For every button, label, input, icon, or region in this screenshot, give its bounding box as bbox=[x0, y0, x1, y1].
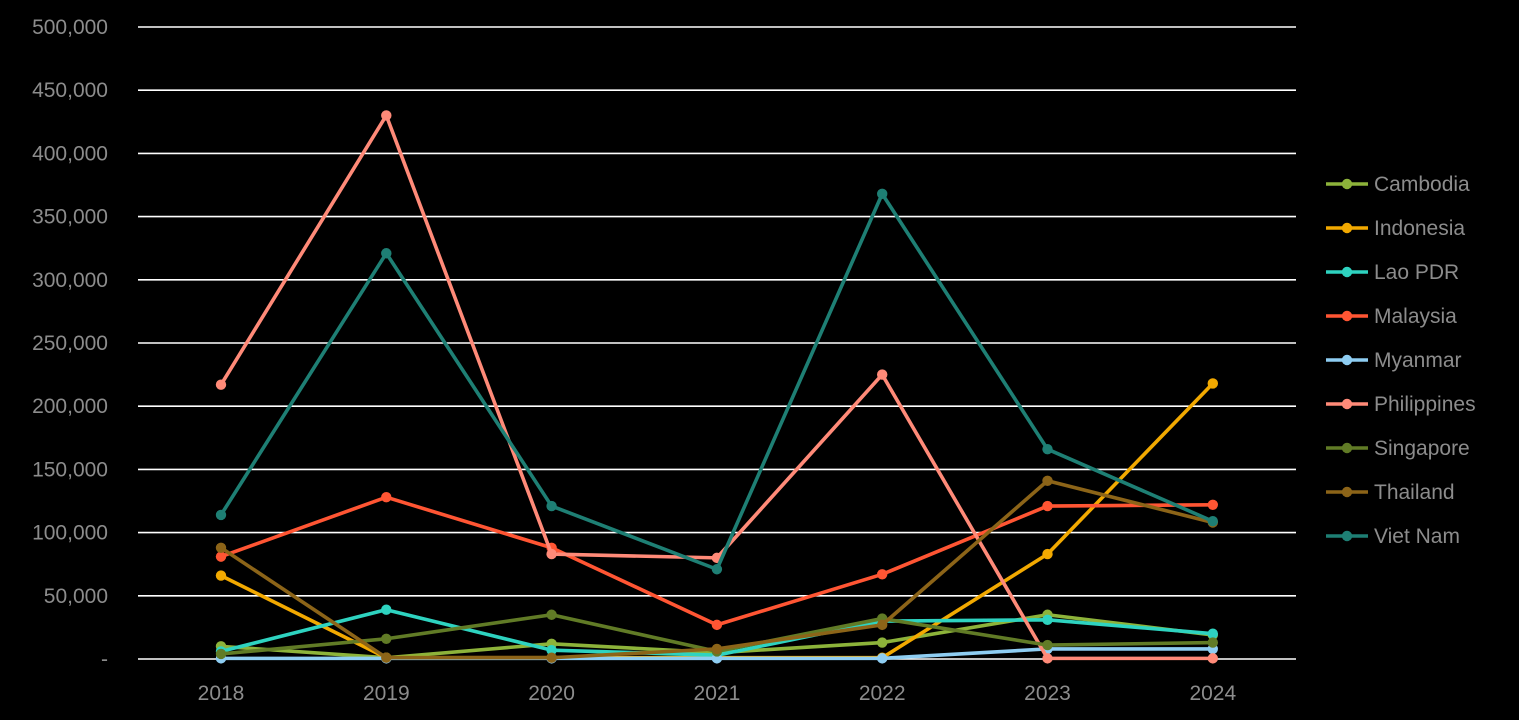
legend-swatch-marker bbox=[1341, 486, 1353, 498]
data-point-lao-pdr bbox=[381, 604, 392, 615]
legend-item-viet-nam: Viet Nam bbox=[1326, 525, 1460, 548]
data-point-lao-pdr bbox=[1207, 628, 1219, 639]
x-tick-label: 2020 bbox=[528, 682, 575, 705]
series-lines bbox=[215, 110, 1219, 664]
y-tick-label: 200,000 bbox=[32, 395, 108, 418]
legend-swatch-marker bbox=[1341, 354, 1353, 366]
x-axis-tick-labels: 2018 2019 2020 2021 2022 2023 2024 bbox=[198, 682, 1237, 705]
legend-label: Lao PDR bbox=[1374, 261, 1459, 284]
data-point-thailand bbox=[1042, 475, 1053, 486]
legend-swatch-marker bbox=[1341, 310, 1353, 322]
data-point-viet-nam bbox=[215, 509, 227, 521]
data-point-viet-nam bbox=[1042, 443, 1053, 455]
series-viet-nam bbox=[215, 188, 1219, 575]
y-tick-label: 350,000 bbox=[32, 206, 108, 229]
legend-swatch-marker bbox=[1341, 266, 1353, 278]
data-point-singapore bbox=[1042, 639, 1053, 651]
legend-label: Philippines bbox=[1374, 393, 1476, 416]
y-tick-label: 450,000 bbox=[32, 79, 108, 102]
series-malaysia bbox=[215, 492, 1219, 631]
legend-swatch-marker bbox=[1341, 530, 1353, 542]
legend-label: Malaysia bbox=[1374, 305, 1457, 328]
legend-swatch-marker bbox=[1341, 178, 1353, 190]
y-tick-label: 400,000 bbox=[32, 142, 108, 165]
legend-item-singapore: Singapore bbox=[1326, 437, 1470, 460]
data-point-singapore bbox=[381, 633, 392, 644]
y-tick-label: 100,000 bbox=[32, 522, 108, 545]
y-tick-label: 150,000 bbox=[32, 458, 108, 481]
legend-item-malaysia: Malaysia bbox=[1326, 305, 1457, 328]
data-point-viet-nam bbox=[711, 564, 723, 575]
legend-swatch-marker bbox=[1341, 222, 1353, 234]
legend-item-indonesia: Indonesia bbox=[1326, 217, 1465, 240]
data-point-philippines bbox=[381, 110, 392, 121]
x-tick-label: 2022 bbox=[859, 682, 906, 705]
data-point-lao-pdr bbox=[1042, 614, 1053, 626]
y-tick-label: - bbox=[101, 648, 108, 671]
data-point-philippines bbox=[1207, 653, 1219, 664]
series-line-philippines bbox=[219, 113, 1215, 661]
legend-label: Indonesia bbox=[1374, 217, 1465, 240]
series-philippines bbox=[215, 110, 1219, 664]
data-point-singapore bbox=[1207, 637, 1219, 648]
legend-item-cambodia: Cambodia bbox=[1326, 173, 1470, 196]
data-point-indonesia bbox=[1207, 378, 1219, 389]
data-point-philippines bbox=[1042, 653, 1053, 664]
legend-item-thailand: Thailand bbox=[1326, 481, 1455, 504]
legend-item-lao-pdr: Lao PDR bbox=[1326, 261, 1459, 284]
data-point-philippines bbox=[215, 379, 227, 390]
legend-swatch-marker bbox=[1341, 442, 1353, 454]
y-tick-label: 50,000 bbox=[44, 585, 108, 608]
data-point-viet-nam bbox=[381, 248, 392, 259]
y-tick-label: 250,000 bbox=[32, 332, 108, 355]
data-point-malaysia bbox=[1042, 500, 1053, 512]
data-point-myanmar bbox=[877, 653, 888, 664]
data-point-indonesia bbox=[1042, 548, 1053, 560]
data-point-lao-pdr bbox=[546, 644, 557, 656]
data-point-thailand bbox=[546, 652, 557, 663]
data-point-malaysia bbox=[711, 619, 723, 631]
data-point-malaysia bbox=[381, 492, 392, 503]
legend-swatch-marker bbox=[1341, 398, 1353, 410]
data-point-malaysia bbox=[1207, 499, 1219, 510]
data-point-viet-nam bbox=[546, 500, 557, 512]
x-tick-label: 2023 bbox=[1024, 682, 1071, 705]
y-axis-tick-labels: - 50,000 100,000 150,000 200,000 250,000 300,0… bbox=[32, 16, 108, 671]
data-point-singapore bbox=[546, 609, 557, 620]
data-point-indonesia bbox=[215, 570, 227, 581]
data-point-thailand bbox=[711, 643, 723, 655]
legend-label: Viet Nam bbox=[1374, 525, 1460, 548]
data-point-thailand bbox=[215, 542, 227, 553]
data-point-viet-nam bbox=[877, 188, 888, 200]
x-tick-label: 2019 bbox=[363, 682, 410, 705]
data-point-malaysia bbox=[215, 551, 227, 562]
legend: Cambodia Indonesia Lao PDR Malaysia Myanmar P… bbox=[1326, 173, 1476, 548]
series-line-viet-nam bbox=[219, 192, 1215, 572]
legend-item-myanmar: Myanmar bbox=[1326, 349, 1462, 372]
legend-label: Singapore bbox=[1374, 437, 1470, 460]
x-tick-label: 2018 bbox=[198, 682, 245, 705]
legend-label: Cambodia bbox=[1374, 173, 1470, 196]
legend-item-philippines: Philippines bbox=[1326, 393, 1476, 416]
data-point-singapore bbox=[215, 648, 227, 660]
data-point-thailand bbox=[381, 652, 392, 663]
data-point-malaysia bbox=[877, 569, 888, 580]
data-point-philippines bbox=[877, 369, 888, 380]
data-point-cambodia bbox=[877, 637, 888, 648]
legend-label: Thailand bbox=[1374, 481, 1455, 504]
data-point-thailand bbox=[877, 619, 888, 631]
y-tick-label: 500,000 bbox=[32, 16, 108, 39]
x-tick-label: 2024 bbox=[1189, 682, 1236, 705]
data-point-viet-nam bbox=[1207, 516, 1219, 527]
data-point-philippines bbox=[546, 548, 557, 560]
x-tick-label: 2021 bbox=[694, 682, 741, 705]
legend-label: Myanmar bbox=[1374, 349, 1462, 372]
y-tick-label: 300,000 bbox=[32, 269, 108, 292]
